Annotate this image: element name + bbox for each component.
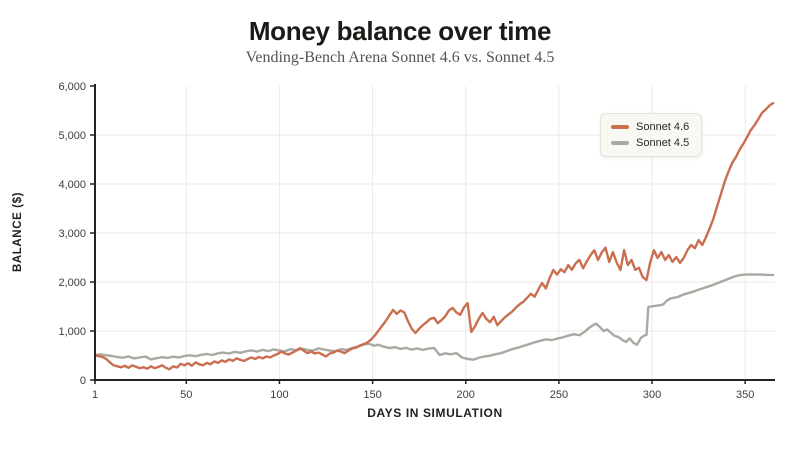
legend-label-sonnet-4-5: Sonnet 4.5 bbox=[636, 137, 690, 149]
x-axis-title: DAYS IN SIMULATION bbox=[367, 406, 503, 420]
x-tick-label: 1 bbox=[92, 389, 98, 401]
legend-item-sonnet-4-5: Sonnet 4.5 bbox=[611, 137, 689, 149]
series-lines bbox=[93, 101, 775, 371]
y-tick-label: 5,000 bbox=[58, 130, 86, 142]
legend-swatch-sonnet-4-6-icon bbox=[611, 125, 629, 129]
chart-title: Money balance over time bbox=[248, 16, 552, 46]
legend-label-sonnet-4-6: Sonnet 4.6 bbox=[636, 121, 690, 133]
x-tick-label: 100 bbox=[270, 389, 288, 401]
y-tick-label: 4,000 bbox=[58, 179, 86, 191]
y-tick-label: 1,000 bbox=[58, 326, 86, 338]
x-tick-label: 350 bbox=[736, 389, 754, 401]
x-tick-label: 150 bbox=[363, 389, 381, 401]
y-tick-label: 0 bbox=[80, 375, 86, 387]
y-axis-title: BALANCE ($) bbox=[12, 191, 24, 273]
chart-subtitle: Vending-Bench Arena Sonnet 4.6 vs. Sonne… bbox=[245, 49, 555, 66]
x-tick-label: 200 bbox=[457, 389, 475, 401]
x-tick-label: 250 bbox=[550, 389, 568, 401]
y-tick-label: 2,000 bbox=[58, 277, 86, 289]
x-tick-label: 300 bbox=[643, 389, 661, 401]
legend: Sonnet 4.6 Sonnet 4.5 bbox=[600, 113, 703, 157]
legend-item-sonnet-4-6: Sonnet 4.6 bbox=[611, 121, 689, 133]
legend-swatch-sonnet-4-5-icon bbox=[611, 141, 629, 145]
y-tick-label: 6,000 bbox=[58, 81, 86, 93]
axes bbox=[90, 84, 775, 384]
series-line-sonnet-4-6 bbox=[93, 101, 775, 371]
y-tick-label: 3,000 bbox=[58, 228, 86, 240]
series-line-sonnet-4-5 bbox=[93, 273, 775, 361]
x-tick-label: 50 bbox=[180, 389, 192, 401]
